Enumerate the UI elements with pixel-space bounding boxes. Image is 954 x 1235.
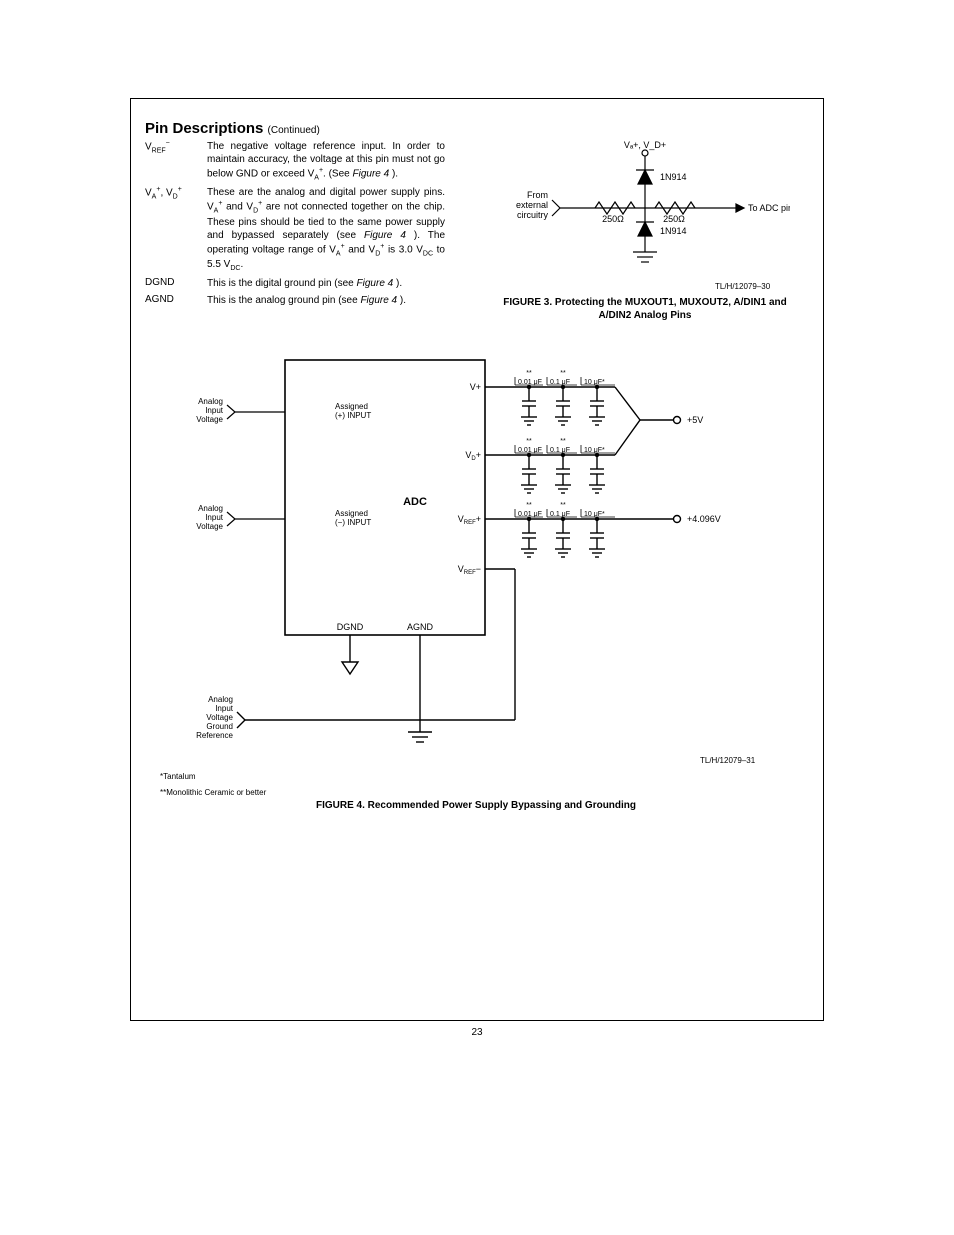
- f4-5v: +5V: [687, 415, 703, 425]
- pin-row-agnd: AGND This is the analog ground pin (see …: [145, 294, 445, 307]
- footnote-tantalum: *Tantalum: [160, 772, 196, 781]
- pin-table: VREF− The negative voltage reference inp…: [145, 140, 445, 311]
- f4-bin2: Input: [205, 513, 224, 522]
- pin-desc-vref: The negative voltage reference input. In…: [207, 140, 445, 182]
- svg-text:1N914: 1N914: [660, 172, 687, 182]
- f4-ain2: Input: [205, 406, 224, 415]
- figure3-diagram: Vₐ+, V_D+ 1N914 1N914 250Ω 250Ω From ext…: [500, 138, 790, 283]
- pin-desc-agnd: This is the analog ground pin (see Figur…: [207, 294, 445, 307]
- f4-ain3: Voltage: [196, 415, 223, 424]
- pin-row-vavd: VA+, VD+ These are the analog and digita…: [145, 186, 445, 273]
- f4-g2: Input: [215, 704, 234, 713]
- pin-name-agnd: AGND: [145, 294, 207, 307]
- f4-vrefminus: VREF−: [458, 564, 481, 576]
- f4-ap1: Assigned: [335, 402, 368, 411]
- f4-g1: Analog: [208, 695, 233, 704]
- svg-text:250Ω: 250Ω: [602, 214, 624, 224]
- figure4-diagram: ** ** 0.01 μF 0.1 μF 10 μF* ADC Analog I…: [165, 340, 795, 760]
- section-title: Pin Descriptions (Continued): [145, 120, 320, 137]
- f4-g3: Voltage: [206, 713, 233, 722]
- f3-left3: circuitry: [517, 210, 548, 220]
- f3-left2: external: [516, 200, 548, 210]
- f4-ain1: Analog: [198, 397, 223, 406]
- f4-g4: Ground: [206, 722, 233, 731]
- section-continued: (Continued): [268, 125, 320, 136]
- svg-text:Vₐ+, V_D+: Vₐ+, V_D+: [624, 140, 666, 150]
- f4-bin3: Voltage: [196, 522, 223, 531]
- pin-name-vref: VREF−: [145, 140, 207, 182]
- f4-agnd: AGND: [407, 622, 434, 632]
- f4-adc: ADC: [403, 496, 427, 508]
- f3-right: To ADC pin: [748, 203, 790, 213]
- f4-vrefplus: VREF+: [458, 514, 481, 526]
- figure4-ref: TL/H/12079–31: [700, 756, 755, 765]
- pin-desc-vavd: These are the analog and digital power s…: [207, 186, 445, 273]
- pin-row-vref: VREF− The negative voltage reference inp…: [145, 140, 445, 182]
- svg-text:circuitry: circuitry: [517, 210, 548, 220]
- svg-text:To ADC pin: To ADC pin: [748, 203, 790, 213]
- f3-top: Vₐ+, V_D+: [624, 140, 666, 150]
- f4-vplus: V+: [470, 382, 481, 392]
- f4-4096v: +4.096V: [687, 514, 721, 524]
- f4-ap2: (+) INPUT: [335, 411, 371, 420]
- figure4-caption: FIGURE 4. Recommended Power Supply Bypas…: [130, 800, 822, 811]
- figure3-ref: TL/H/12079–30: [715, 282, 770, 291]
- f4-g5: Reference: [196, 731, 233, 740]
- svg-text:250Ω: 250Ω: [663, 214, 685, 224]
- svg-text:From: From: [527, 190, 548, 200]
- f4-dgnd: DGND: [337, 622, 364, 632]
- f4-am1: Assigned: [335, 509, 368, 518]
- f4-bin1: Analog: [198, 504, 223, 513]
- f3-r1: 250Ω: [602, 214, 624, 224]
- section-title-text: Pin Descriptions: [145, 120, 263, 137]
- pin-name-dgnd: DGND: [145, 277, 207, 290]
- svg-text:1N914: 1N914: [660, 226, 687, 236]
- f4-am2: (−) INPUT: [335, 518, 371, 527]
- f4-vdplus: VD+: [465, 450, 481, 462]
- pin-name-vavd: VA+, VD+: [145, 186, 207, 273]
- f3-d1: 1N914: [660, 172, 687, 182]
- f3-left1: From: [527, 190, 548, 200]
- footnote-ceramic: **Monolithic Ceramic or better: [160, 788, 266, 797]
- f3-r2: 250Ω: [663, 214, 685, 224]
- f3-d2: 1N914: [660, 226, 687, 236]
- figure3-caption: FIGURE 3. Protecting the MUXOUT1, MUXOUT…: [500, 296, 790, 322]
- page-number: 23: [0, 1027, 954, 1038]
- pin-desc-dgnd: This is the digital ground pin (see Figu…: [207, 277, 445, 290]
- pin-row-dgnd: DGND This is the digital ground pin (see…: [145, 277, 445, 290]
- svg-text:external: external: [516, 200, 548, 210]
